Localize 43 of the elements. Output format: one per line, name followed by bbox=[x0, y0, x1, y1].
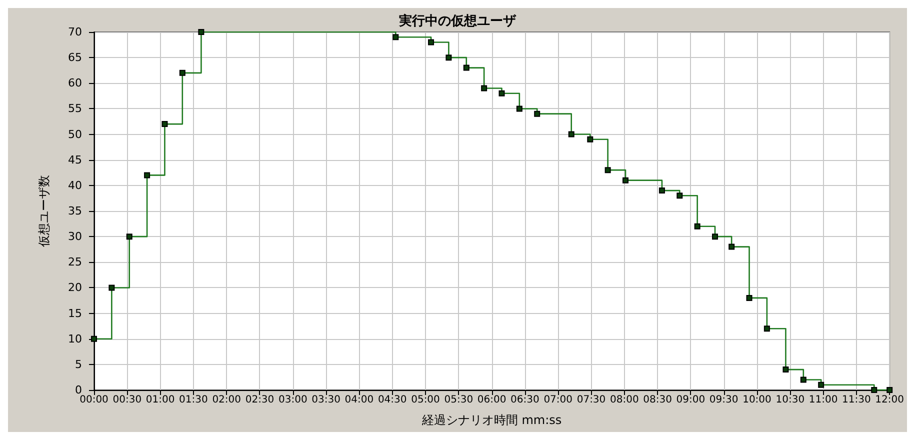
y-tick-label: 15 bbox=[68, 306, 82, 320]
y-axis-title: 仮想ユーザ数 bbox=[37, 175, 51, 248]
x-tick-label: 11:00 bbox=[808, 394, 838, 406]
x-tick-label: 05:30 bbox=[444, 394, 474, 406]
x-tick-label: 06:00 bbox=[477, 394, 506, 406]
y-tick-label: 30 bbox=[68, 230, 82, 244]
x-tick-label: 08:30 bbox=[643, 394, 672, 406]
x-tick-label: 01:30 bbox=[179, 394, 208, 406]
y-tick-label: 40 bbox=[68, 178, 82, 192]
y-tick-label: 45 bbox=[68, 153, 82, 166]
y-tick-label: 50 bbox=[68, 128, 82, 141]
x-tick-label: 12:00 bbox=[875, 394, 904, 406]
x-tick-label: 04:30 bbox=[378, 394, 407, 406]
y-tick-label: 10 bbox=[68, 332, 82, 346]
y-tick-label: 35 bbox=[68, 204, 82, 218]
y-tick-label: 60 bbox=[68, 76, 82, 90]
x-axis-title: 経過シナリオ時間 mm:ss bbox=[420, 413, 562, 427]
x-tick-label: 03:00 bbox=[278, 394, 308, 406]
x-tick-label: 02:30 bbox=[245, 394, 274, 406]
x-tick-label: 11:30 bbox=[842, 394, 871, 406]
y-tick-label: 20 bbox=[68, 281, 82, 294]
x-tick-label: 07:30 bbox=[576, 394, 606, 406]
x-tick-label: 10:30 bbox=[776, 394, 805, 406]
chart-title: 実行中の仮想ユーザ bbox=[398, 13, 517, 29]
x-tick-label: 00:00 bbox=[80, 394, 108, 406]
x-tick-label: 10:00 bbox=[742, 394, 772, 406]
y-tick-label: 70 bbox=[68, 26, 82, 38]
y-tick-label: 55 bbox=[68, 102, 82, 116]
x-tick-label: 01:00 bbox=[146, 394, 175, 406]
y-tick-label: 65 bbox=[68, 51, 82, 64]
x-tick-label: 09:30 bbox=[709, 394, 738, 406]
x-tick-label: 07:00 bbox=[544, 394, 573, 406]
x-tick-label: 09:00 bbox=[676, 394, 706, 406]
x-tick-label: 05:00 bbox=[411, 394, 440, 406]
y-tick-label: 0 bbox=[75, 384, 82, 396]
x-tick-label: 06:30 bbox=[510, 394, 540, 406]
x-tick-label: 04:00 bbox=[344, 394, 374, 406]
x-tick-label: 00:30 bbox=[112, 394, 142, 406]
x-tick-label: 08:00 bbox=[610, 394, 639, 406]
y-tick-label: 25 bbox=[68, 256, 82, 269]
y-tick-label: 5 bbox=[75, 358, 82, 371]
x-tick-label: 02:00 bbox=[212, 394, 242, 406]
x-tick-label: 03:30 bbox=[312, 394, 340, 406]
